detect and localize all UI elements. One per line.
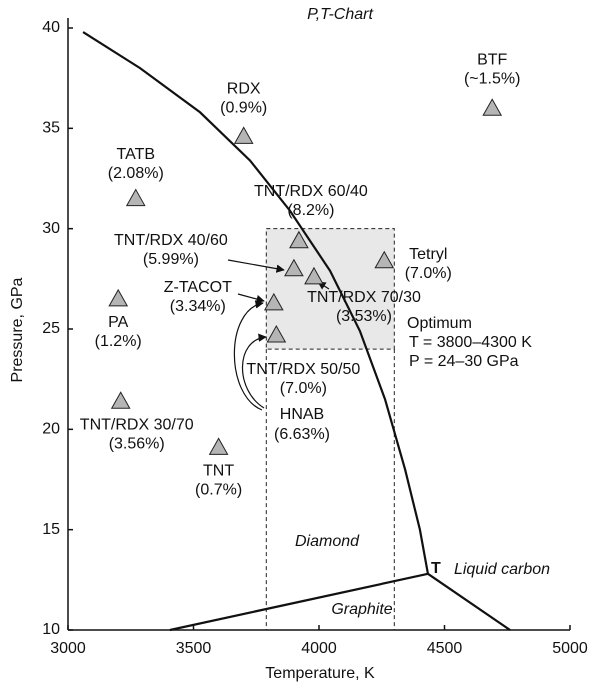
marker	[108, 288, 129, 307]
x-tick-label: 4000	[301, 640, 337, 657]
y-tick-label: 40	[42, 19, 60, 36]
hnab-name: HNAB	[280, 406, 324, 423]
point-label: (3.53%)	[336, 308, 392, 325]
y-tick-label: 10	[42, 621, 60, 638]
region-label: Graphite	[331, 601, 392, 618]
point-label: (5.99%)	[143, 251, 199, 268]
point-label: (7.0%)	[280, 380, 327, 397]
point-name: PA	[108, 314, 128, 331]
y-tick-label: 20	[42, 421, 60, 438]
y-tick-label: 25	[42, 320, 60, 337]
point-label: (0.7%)	[195, 482, 242, 499]
arrow	[233, 300, 264, 411]
x-tick-label: 5000	[552, 640, 588, 657]
point-name: TNT/RDX 60/40	[254, 183, 368, 200]
phase-line	[427, 572, 511, 631]
point-name: TATB	[117, 146, 156, 163]
region-label: Diamond	[295, 533, 360, 550]
optimum-line: T = 3800–4300 K	[409, 334, 532, 351]
point-label: (8.2%)	[287, 202, 334, 219]
point-label: (3.56%)	[109, 435, 165, 452]
marker	[125, 188, 146, 207]
triple-point-label: T	[431, 560, 441, 577]
marker	[374, 250, 395, 269]
marker	[233, 126, 254, 144]
marker	[266, 325, 287, 343]
arrow	[237, 293, 265, 304]
point-label: (7.0%)	[405, 265, 452, 282]
marker	[289, 230, 309, 249]
marker	[263, 292, 284, 311]
y-tick-label: 35	[42, 120, 60, 137]
point-label: (0.9%)	[220, 100, 267, 117]
point-name: RDX	[227, 81, 261, 98]
point-name: Tetryl	[409, 246, 447, 263]
point-name: BTF	[477, 51, 507, 68]
point-name: TNT/RDX 30/70	[80, 416, 194, 433]
marker	[284, 258, 304, 277]
optimum-box	[265, 228, 395, 350]
y-tick-label: 30	[42, 220, 60, 237]
point-name: TNT/RDX 40/60	[114, 232, 228, 249]
phase-line	[169, 572, 429, 632]
x-tick-label: 3500	[176, 640, 212, 657]
phase-line	[82, 31, 430, 575]
x-tick-label: 3000	[50, 640, 86, 657]
y-tick-label: 15	[42, 521, 60, 538]
point-name: TNT/RDX 70/30	[307, 289, 421, 306]
hnab-label: (6.63%)	[274, 426, 330, 443]
marker	[304, 266, 324, 285]
point-name: TNT/RDX 50/50	[246, 361, 360, 378]
point-name: Z-TACOT	[164, 279, 232, 296]
optimum-title: Optimum	[407, 315, 472, 332]
marker	[110, 391, 131, 409]
point-label: (3.34%)	[170, 298, 226, 315]
arrow	[227, 259, 285, 273]
arrow	[242, 333, 267, 409]
point-label: (1.2%)	[95, 333, 142, 350]
point-label: (~1.5%)	[464, 70, 520, 87]
x-axis-title: Temperature, K	[265, 665, 375, 682]
chart-title: P,T-Chart	[307, 6, 373, 23]
optimum-line: P = 24–30 GPa	[409, 353, 519, 370]
marker	[482, 98, 503, 116]
region-label: Liquid carbon	[454, 561, 550, 578]
x-tick-label: 4500	[427, 640, 463, 657]
marker	[208, 437, 229, 455]
point-label: (2.08%)	[108, 165, 164, 182]
point-name: TNT	[203, 463, 234, 480]
y-axis-title: Pressure, GPa	[9, 277, 26, 382]
